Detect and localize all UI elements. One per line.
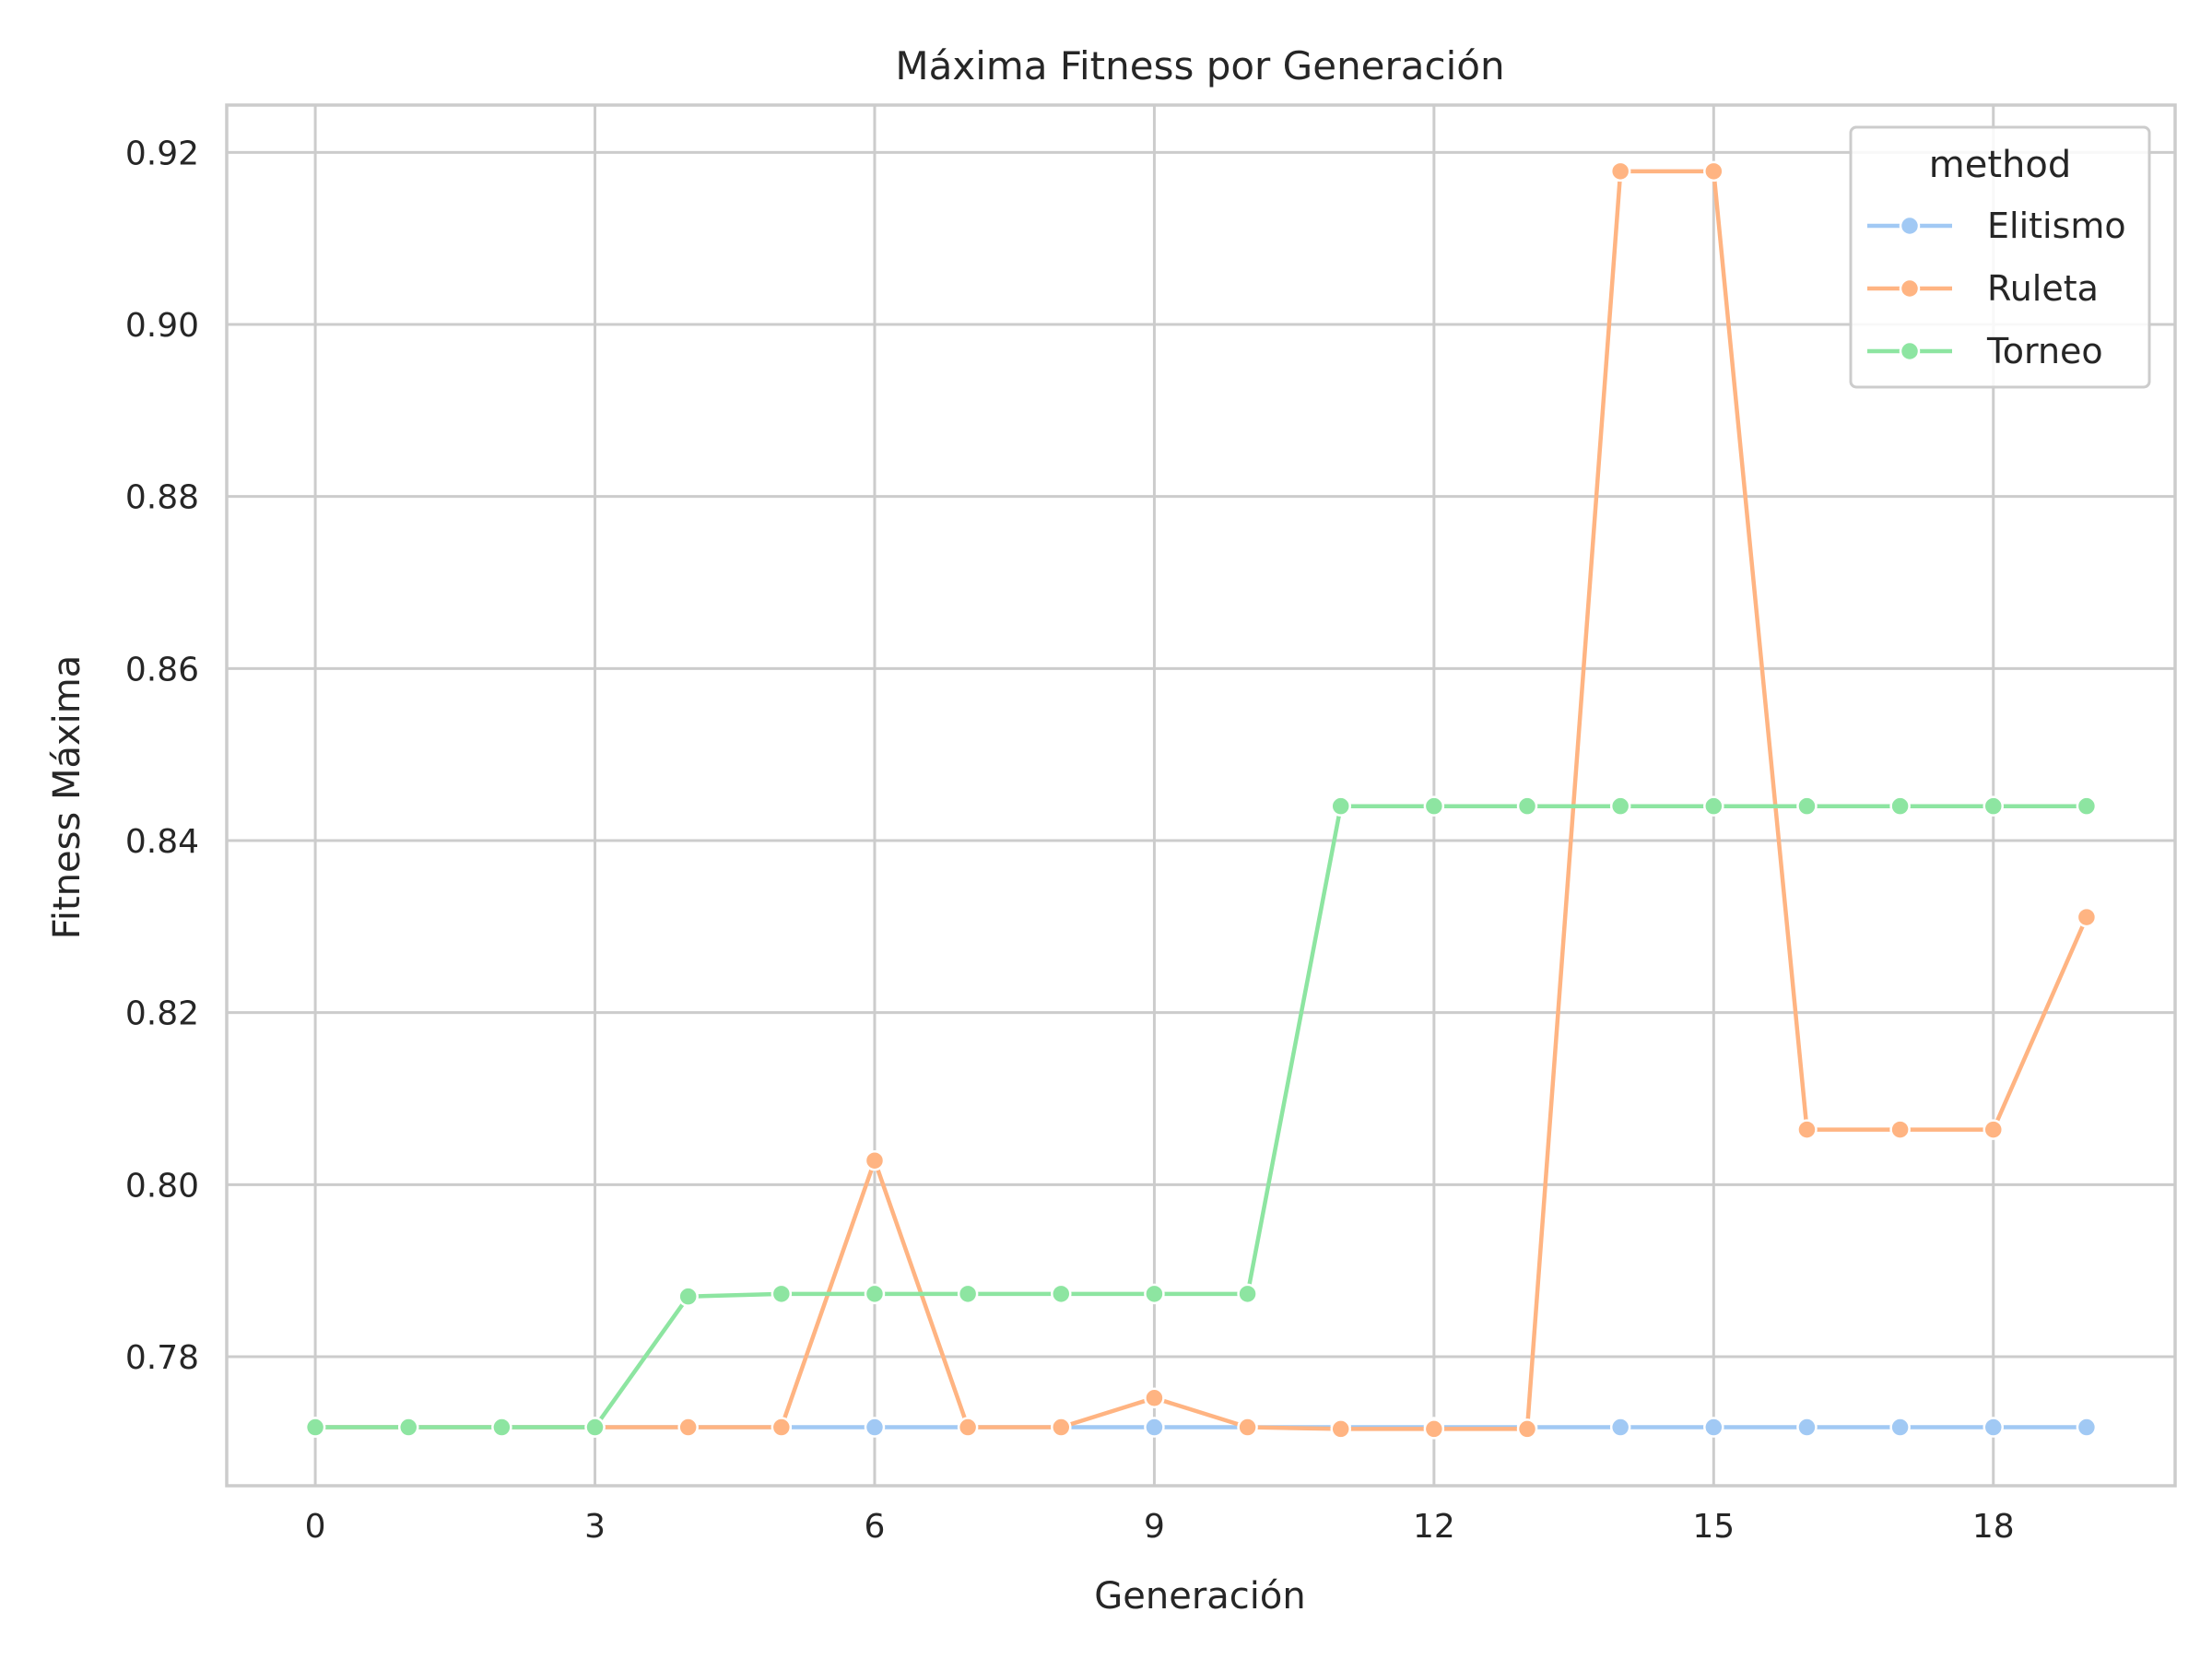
x-tick-label: 6 — [865, 1508, 886, 1546]
legend-label-elitismo: Elitismo — [1987, 206, 2126, 246]
data-point-elitismo — [1703, 1417, 1724, 1438]
y-tick-label: 0.92 — [125, 135, 199, 172]
data-point-torneo — [397, 1417, 419, 1438]
data-point-elitismo — [864, 1417, 886, 1438]
legend-marker-ruleta — [1899, 277, 1921, 300]
legend-title: method — [1929, 144, 2071, 186]
data-point-ruleta — [1423, 1418, 1445, 1440]
y-tick-label: 0.88 — [125, 479, 199, 517]
data-point-torneo — [1516, 795, 1538, 817]
data-point-torneo — [1423, 795, 1445, 817]
data-point-ruleta — [1144, 1387, 1165, 1409]
series-line-torneo — [312, 804, 2089, 1430]
legend-marker-torneo — [1899, 340, 1921, 362]
x-tick-label: 9 — [1144, 1508, 1165, 1546]
data-point-ruleta — [1330, 1418, 1351, 1440]
data-point-ruleta — [771, 1417, 793, 1438]
y-tick-label: 0.84 — [125, 823, 199, 861]
y-tick-label: 0.82 — [125, 995, 199, 1033]
data-point-elitismo — [2076, 1417, 2098, 1438]
data-point-ruleta — [677, 1417, 699, 1438]
data-point-torneo — [1796, 795, 1818, 817]
legend-entry-elitismo: Elitismo — [1867, 206, 2126, 246]
data-point-torneo — [584, 1417, 606, 1438]
data-point-torneo — [677, 1286, 699, 1307]
data-point-elitismo — [1796, 1417, 1818, 1438]
data-point-ruleta — [1703, 160, 1724, 182]
data-point-elitismo — [1609, 1417, 1631, 1438]
grid — [227, 105, 2175, 1486]
data-point-torneo — [1609, 795, 1631, 817]
data-point-torneo — [1889, 795, 1911, 817]
y-tick-label: 0.80 — [125, 1167, 199, 1205]
data-point-elitismo — [1144, 1417, 1165, 1438]
x-tick-label: 0 — [305, 1508, 326, 1546]
y-axis-label: Fitness Máxima — [46, 655, 88, 940]
data-point-ruleta — [1889, 1119, 1911, 1140]
x-tick-label: 12 — [1413, 1508, 1455, 1546]
data-point-torneo — [491, 1417, 512, 1438]
data-point-torneo — [1144, 1283, 1165, 1305]
data-point-torneo — [864, 1283, 886, 1305]
y-tick-label: 0.86 — [125, 651, 199, 688]
legend-entries: Elitismo Ruleta Torneo — [1867, 206, 2126, 371]
legend-entry-ruleta: Ruleta — [1867, 268, 2099, 309]
series-line-ruleta — [312, 169, 2089, 1431]
data-point-torneo — [2076, 795, 2098, 817]
data-point-ruleta — [2076, 906, 2098, 928]
legend-entry-torneo: Torneo — [1867, 331, 2103, 371]
legend-box — [1849, 125, 2151, 389]
data-point-ruleta — [1051, 1417, 1072, 1438]
data-point-torneo — [1703, 795, 1724, 817]
legend: method Elitismo Ruleta Torneo — [1849, 125, 2151, 389]
tick-labels: 0 3 6 9 12 15 18 0.78 0.80 0.82 0.84 0.86 0.88 0.90 0.… — [125, 135, 2015, 1546]
legend-marker-elitismo — [1899, 215, 1921, 237]
data-point-elitismo — [1983, 1417, 2005, 1438]
data-point-ruleta — [864, 1149, 886, 1171]
data-point-elitismo — [1889, 1417, 1911, 1438]
data-point-ruleta — [1983, 1119, 2005, 1140]
x-tick-label: 3 — [584, 1508, 606, 1546]
x-tick-label: 18 — [1972, 1508, 2015, 1546]
y-tick-label: 0.90 — [125, 307, 199, 345]
plot-series — [304, 160, 2098, 1440]
y-tick-label: 0.78 — [125, 1339, 199, 1377]
data-point-torneo — [1237, 1283, 1258, 1305]
legend-label-torneo: Torneo — [1986, 331, 2103, 371]
data-point-torneo — [304, 1417, 326, 1438]
plot-frame — [225, 103, 2177, 1488]
data-point-ruleta — [1796, 1119, 1818, 1140]
data-point-torneo — [1051, 1283, 1072, 1305]
series-torneo — [304, 795, 2098, 1438]
data-point-ruleta — [957, 1417, 979, 1438]
x-tick-label: 15 — [1692, 1508, 1735, 1546]
data-point-torneo — [771, 1283, 793, 1305]
data-point-torneo — [1983, 795, 2005, 817]
data-point-ruleta — [1609, 160, 1631, 182]
data-point-torneo — [1330, 795, 1351, 817]
data-point-ruleta — [1516, 1418, 1538, 1440]
x-axis-label: Generación — [1094, 1575, 1305, 1618]
legend-label-ruleta: Ruleta — [1987, 268, 2099, 309]
data-point-torneo — [957, 1283, 979, 1305]
data-point-ruleta — [1237, 1417, 1258, 1438]
chart-title: Máxima Fitness por Generación — [895, 43, 1504, 88]
